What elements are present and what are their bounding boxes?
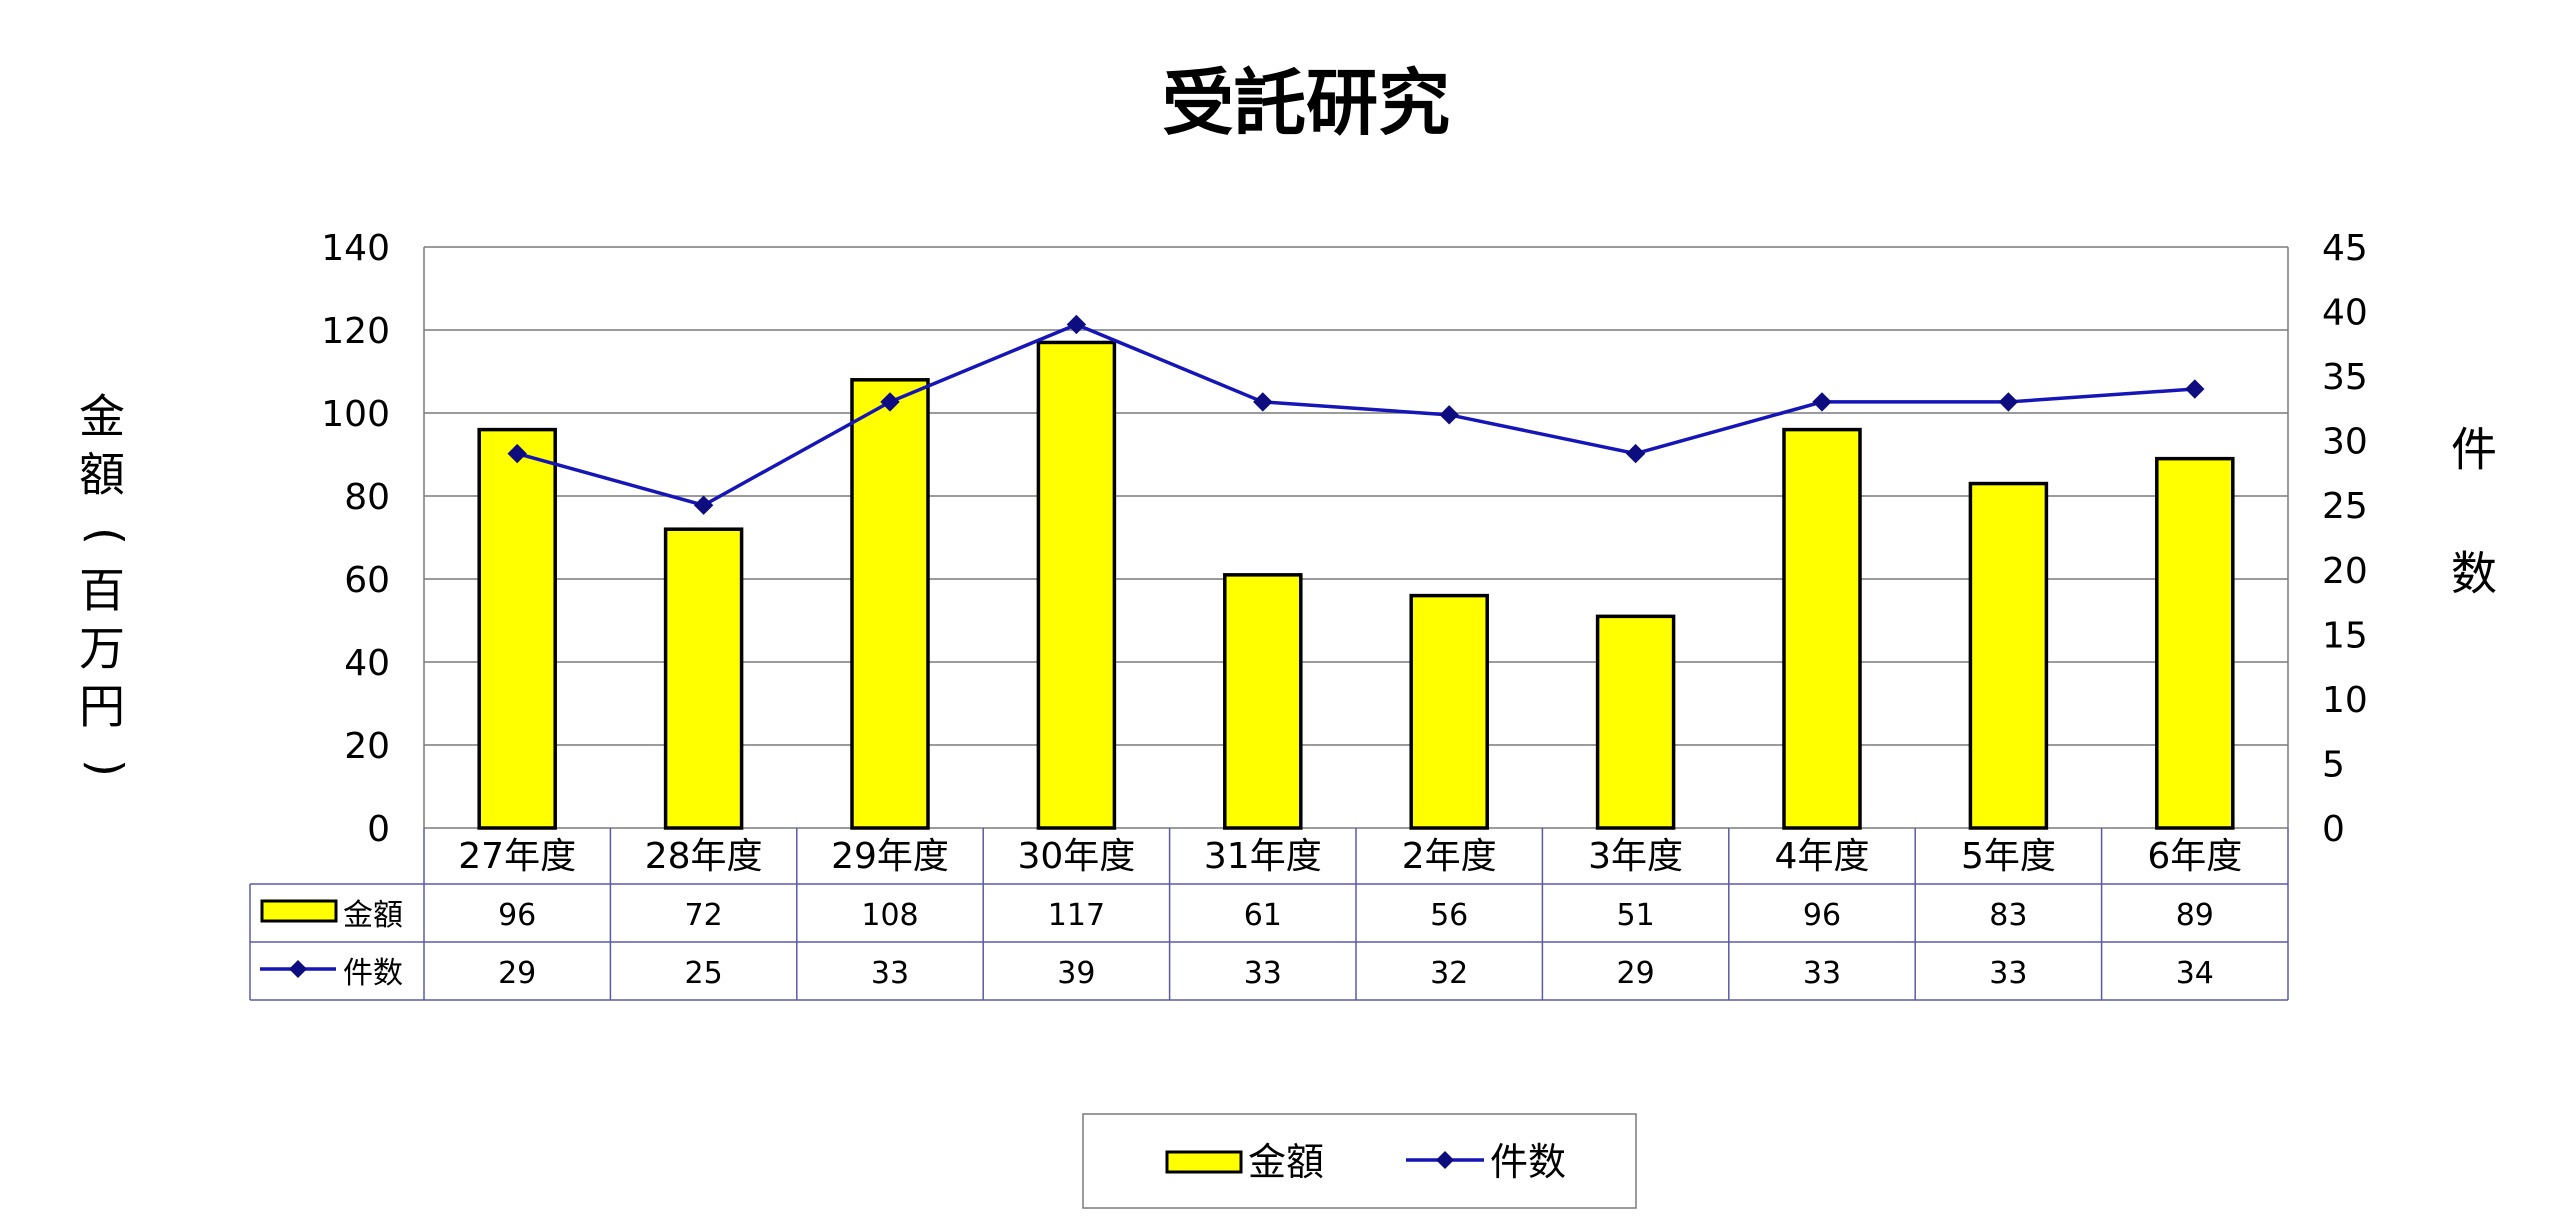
left-tick-label: 120 <box>321 311 390 352</box>
table-marker-swatch <box>289 960 307 978</box>
point-marker <box>1998 392 2019 412</box>
right-tick-label: 0 <box>2322 809 2345 850</box>
category-label: 6年度 <box>2147 836 2242 877</box>
table-value: 29 <box>498 956 536 991</box>
left-axis-title-char: 額 <box>79 448 125 502</box>
legend: 金額 件数 <box>1082 1113 1637 1209</box>
table-value: 61 <box>1244 898 1282 933</box>
bar <box>1409 593 1489 830</box>
category-label: 30年度 <box>1017 836 1135 877</box>
table-value: 33 <box>1244 956 1282 991</box>
bar <box>1595 614 1676 830</box>
bar <box>477 427 557 830</box>
point-marker <box>693 495 714 515</box>
chart-title: 受託研究 <box>1162 61 1450 145</box>
table-value: 108 <box>861 898 918 933</box>
left-axis-title-char: 万 <box>79 622 125 676</box>
bar <box>2155 456 2235 830</box>
left-tick-label: 20 <box>344 726 390 767</box>
bar <box>1036 340 1117 830</box>
category-label: 27年度 <box>458 836 576 877</box>
table-value: 33 <box>1989 956 2027 991</box>
table-row-header: 金額 <box>343 898 403 933</box>
right-axis-title-char: 件 <box>2451 423 2497 477</box>
left-axis-title-char: ( <box>79 527 133 545</box>
table-value: 39 <box>1057 956 1095 991</box>
bar <box>663 527 744 830</box>
category-label: 28年度 <box>645 836 763 877</box>
bar <box>1782 427 1862 830</box>
category-label: 31年度 <box>1204 836 1322 877</box>
point-marker <box>1066 314 1087 335</box>
left-axis-title-char: ) <box>79 759 133 777</box>
left-axis-title-char: 百 <box>79 564 125 618</box>
table-value: 32 <box>1430 956 1468 991</box>
left-tick-label: 0 <box>367 809 390 850</box>
axis-titles: 金額 ( 百万円) 件数 <box>79 390 2498 777</box>
left-tick-label: 60 <box>344 560 390 601</box>
table-value: 25 <box>685 956 723 991</box>
table-value: 117 <box>1048 898 1105 933</box>
table-value: 34 <box>2176 956 2214 991</box>
left-axis-title-char: 円 <box>79 680 125 734</box>
left-axis-ticks: 0 20 40 60 80 100 120 140 <box>321 228 390 850</box>
right-tick-label: 5 <box>2322 744 2345 785</box>
right-tick-label: 10 <box>2322 680 2368 721</box>
table-value: 33 <box>1803 956 1841 991</box>
bar <box>850 378 930 830</box>
table-value: 72 <box>685 898 723 933</box>
line-series <box>507 314 2205 515</box>
right-tick-label: 30 <box>2322 422 2368 463</box>
right-tick-label: 40 <box>2322 293 2368 334</box>
legend-bar-swatch <box>1165 1150 1243 1174</box>
table-value: 33 <box>871 956 909 991</box>
bar <box>1968 481 2049 830</box>
point-marker <box>880 392 900 412</box>
point-marker <box>1253 392 1273 412</box>
table-value: 51 <box>1617 898 1655 933</box>
category-label: 5年度 <box>1961 836 2056 877</box>
bar <box>1223 573 1303 830</box>
right-tick-label: 35 <box>2322 357 2368 398</box>
table-row-header: 件数 <box>343 956 403 991</box>
legend-marker-swatch <box>1436 1151 1454 1169</box>
category-label: 2年度 <box>1402 836 1497 877</box>
right-tick-label: 15 <box>2322 615 2368 656</box>
left-tick-label: 80 <box>344 477 390 518</box>
table-value: 89 <box>2176 898 2214 933</box>
point-marker <box>1625 443 1646 464</box>
legend-label: 金額 <box>1248 1140 1324 1184</box>
right-tick-label: 45 <box>2322 228 2368 269</box>
left-tick-label: 40 <box>344 643 390 684</box>
point-marker <box>1812 392 1832 412</box>
point-marker <box>2185 379 2205 399</box>
point-marker <box>507 443 527 464</box>
category-label: 3年度 <box>1588 836 1683 877</box>
series-line <box>516 322 2195 508</box>
table-value: 96 <box>1803 898 1841 933</box>
category-label: 4年度 <box>1775 836 1870 877</box>
left-axis-title-char: 金 <box>79 390 125 444</box>
legend-label: 件数 <box>1490 1140 1566 1184</box>
right-tick-label: 20 <box>2322 551 2368 592</box>
table-value: 96 <box>498 898 536 933</box>
table-value: 29 <box>1617 956 1655 991</box>
point-marker <box>1439 405 1459 425</box>
right-tick-label: 25 <box>2322 486 2368 527</box>
table-value: 56 <box>1430 898 1468 933</box>
bar-series <box>477 340 2235 830</box>
category-label: 29年度 <box>831 836 949 877</box>
left-tick-label: 140 <box>321 228 390 269</box>
right-axis-title-char: 数 <box>2451 547 2497 601</box>
right-axis-ticks: 0 5 10 15 20 25 30 35 40 45 <box>2322 228 2368 850</box>
left-tick-label: 100 <box>321 394 390 435</box>
table-value: 83 <box>1989 898 2027 933</box>
table-bar-swatch <box>260 899 338 923</box>
